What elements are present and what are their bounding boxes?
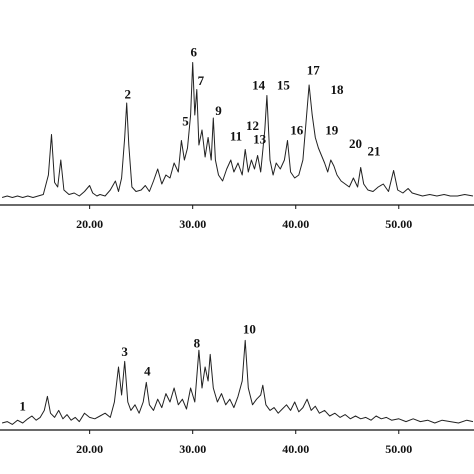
trace: [1, 339, 474, 425]
peak-label: 13: [253, 131, 267, 146]
peak-label: 2: [125, 86, 132, 101]
x-tick-label: 50.00: [385, 217, 412, 231]
peak-label: 21: [368, 143, 381, 158]
peak-label: 6: [190, 44, 197, 59]
peak-label: 17: [307, 62, 321, 77]
peak-label: 4: [144, 364, 151, 379]
x-tick-label: 30.00: [179, 217, 206, 231]
peak-label: 8: [194, 336, 201, 351]
peak-label: 3: [121, 344, 128, 359]
peak-label: 15: [277, 77, 291, 92]
peak-label: 7: [198, 73, 205, 88]
peak-label: 11: [230, 128, 242, 143]
x-tick-label: 20.00: [76, 217, 103, 231]
peak-label: 10: [243, 322, 256, 337]
peak-label: 16: [290, 122, 304, 137]
peak-label: 1: [19, 399, 26, 414]
peak-label: 19: [325, 122, 339, 137]
x-tick-label: 20.00: [76, 442, 103, 456]
peak-label: 20: [349, 136, 362, 151]
peak-label: 9: [215, 103, 222, 118]
x-tick-label: 40.00: [282, 217, 309, 231]
peak-label: 5: [182, 113, 189, 128]
trace: [1, 62, 474, 198]
peak-label: 14: [252, 77, 266, 92]
x-tick-label: 50.00: [385, 442, 412, 456]
peak-label: 18: [330, 82, 344, 97]
peak-label: 12: [246, 118, 259, 133]
x-tick-label: 30.00: [179, 442, 206, 456]
x-tick-label: 40.00: [282, 442, 309, 456]
